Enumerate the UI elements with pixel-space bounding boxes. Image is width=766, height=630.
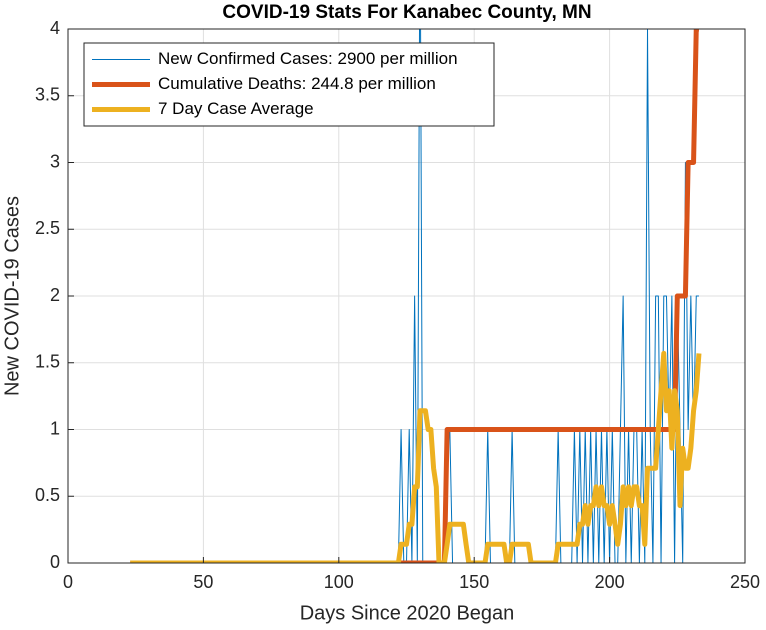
y-tick-label: 0.5 bbox=[35, 485, 60, 505]
x-tick-label: 100 bbox=[324, 572, 354, 592]
x-tick-label: 150 bbox=[459, 572, 489, 592]
x-tick-label: 250 bbox=[730, 572, 760, 592]
y-tick-label: 1 bbox=[50, 418, 60, 438]
x-tick-label: 50 bbox=[193, 572, 213, 592]
y-tick-label: 3 bbox=[50, 151, 60, 171]
y-tick-label: 2.5 bbox=[35, 218, 60, 238]
y-tick-label: 1.5 bbox=[35, 352, 60, 372]
y-tick-label: 2 bbox=[50, 285, 60, 305]
x-axis-label: Days Since 2020 Began bbox=[300, 602, 515, 624]
legend-label: Cumulative Deaths: 244.8 per million bbox=[158, 74, 436, 93]
legend-label: 7 Day Case Average bbox=[158, 99, 314, 118]
y-tick-label: 4 bbox=[50, 18, 60, 38]
series-line bbox=[130, 29, 699, 563]
x-tick-label: 0 bbox=[63, 572, 73, 592]
lines bbox=[130, 29, 702, 563]
series-line bbox=[130, 350, 702, 563]
series-line bbox=[130, 29, 699, 563]
legend-box bbox=[83, 42, 495, 127]
y-axis-label: New COVID-19 Cases bbox=[1, 196, 23, 396]
y-tick-label: 3.5 bbox=[35, 85, 60, 105]
ticks: 0 50 100 150 200 250 0 0.5 1 1.5 2 2.5 3 3.5 4 bbox=[35, 18, 760, 592]
chart-title: COVID-19 Stats For Kanabec County, MN bbox=[222, 2, 591, 23]
legend: New Confirmed Cases: 2900 per million Cum… bbox=[83, 42, 495, 127]
legend-label: New Confirmed Cases: 2900 per million bbox=[158, 49, 458, 68]
y-tick-label: 0 bbox=[50, 552, 60, 572]
x-tick-label: 200 bbox=[595, 572, 625, 592]
